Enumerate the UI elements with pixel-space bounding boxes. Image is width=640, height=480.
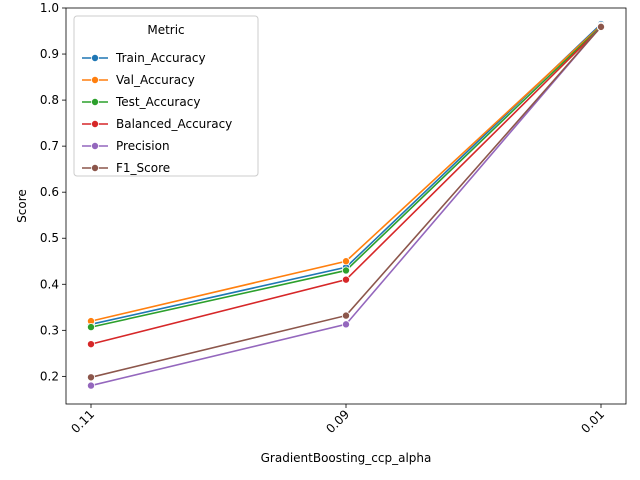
y-axis-ticks: 0.2 0.3 0.4 0.5 0.6 0.7 0.8 0.9 1.0 xyxy=(40,1,66,383)
x-tick-label: 0.01 xyxy=(578,407,607,436)
legend-entry-label: Test_Accuracy xyxy=(115,95,200,109)
data-point xyxy=(87,381,96,390)
data-point xyxy=(341,320,350,329)
x-axis-label: GradientBoosting_ccp_alpha xyxy=(261,451,432,465)
legend-entry-label: Val_Accuracy xyxy=(116,73,195,87)
legend-swatch-marker xyxy=(91,141,100,150)
legend: Metric Train_Accuracy Val_Accuracy Test_Ac… xyxy=(73,15,259,177)
legend-entry-label: Balanced_Accuracy xyxy=(116,117,232,131)
series-markers xyxy=(87,20,606,390)
x-axis-ticks: 0.11 0.09 0.01 xyxy=(68,404,607,436)
legend-swatch-marker xyxy=(91,54,100,63)
legend-entry-label: Train_Accuracy xyxy=(115,51,206,65)
y-axis-label: Score xyxy=(15,189,29,223)
legend-swatch-marker xyxy=(91,163,100,172)
y-tick-label: 0.3 xyxy=(40,323,59,337)
y-tick-label: 0.5 xyxy=(40,231,59,245)
data-point xyxy=(87,373,96,382)
y-tick-label: 0.9 xyxy=(40,47,59,61)
legend-entry-label: Precision xyxy=(116,139,170,153)
y-tick-label: 0.8 xyxy=(40,93,59,107)
y-tick-label: 1.0 xyxy=(40,1,59,15)
y-tick-label: 0.2 xyxy=(40,369,59,383)
legend-swatch-marker xyxy=(91,98,100,107)
data-point xyxy=(87,323,96,332)
data-point xyxy=(341,257,350,266)
data-point xyxy=(597,22,606,31)
data-point xyxy=(341,311,350,320)
legend-title: Metric xyxy=(147,23,184,37)
data-point xyxy=(341,266,350,275)
x-tick-label: 0.09 xyxy=(323,407,352,436)
data-point xyxy=(341,275,350,284)
y-tick-label: 0.7 xyxy=(40,139,59,153)
legend-box xyxy=(73,15,259,177)
legend-swatch-marker xyxy=(91,76,100,85)
legend-entries: Train_Accuracy Val_Accuracy Test_Accuracy B… xyxy=(82,51,232,175)
legend-swatch-marker xyxy=(91,120,100,129)
y-tick-label: 0.4 xyxy=(40,277,59,291)
data-point xyxy=(87,340,96,349)
x-tick-label: 0.11 xyxy=(68,407,97,436)
legend-entry-label: F1_Score xyxy=(116,161,170,175)
y-tick-label: 0.6 xyxy=(40,185,59,199)
